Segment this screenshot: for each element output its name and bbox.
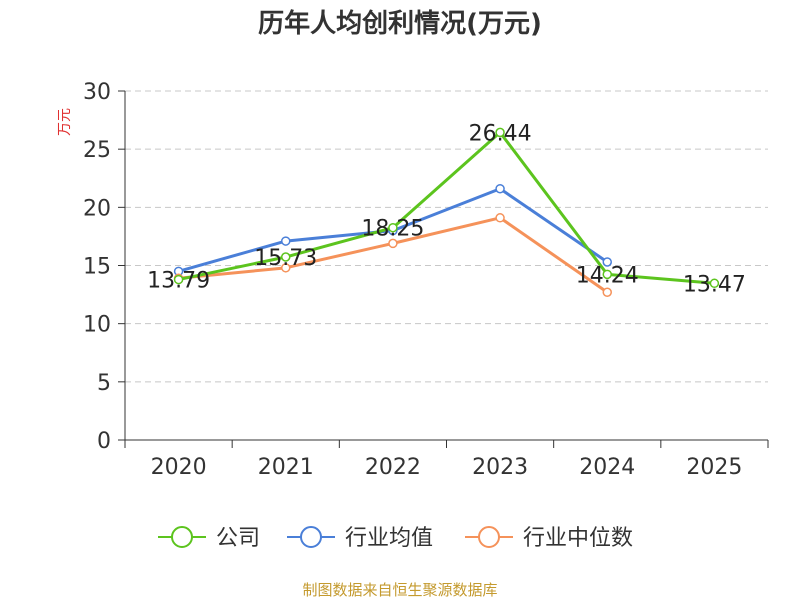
y-axis-label: 万元 [57,108,73,136]
data-point [173,274,184,285]
data-point [495,127,505,138]
x-tick-label-2024: 2024 [579,455,635,480]
data-label: 13.47 [683,272,746,297]
data-point [602,269,612,280]
y-tick-label: 0 [97,429,111,454]
data-label: 26.44 [469,121,532,146]
legend-label: 行业中位数 [523,526,633,551]
legend-label: 公司 [216,526,260,551]
y-tick-label: 30 [83,80,111,105]
series-lines [173,127,720,298]
data-point [388,222,398,233]
data-point [709,278,720,289]
data-point [602,257,612,267]
data-point [388,238,398,249]
x-tick-label-2020: 2020 [151,455,207,480]
y-tick-label: 25 [83,138,111,163]
data-label: 15.73 [254,246,317,271]
x-tick-label-2021: 2021 [258,455,314,480]
y-tick-label: 5 [97,371,111,396]
data-labels: 13.79 15.73 18.25 26.44 14.24 13.47 [147,121,746,297]
y-tick-label: 20 [83,196,111,221]
legend-swatch-marker [171,526,193,548]
series-line-0 [178,130,715,285]
x-tick-label-2022: 2022 [365,455,421,480]
x-tick-label-2025: 2025 [686,455,742,480]
legend-swatch-marker [300,526,322,548]
legend: 公司 行业均值 行业中位数 [158,526,633,551]
legend-swatch-marker [478,526,500,548]
y-tick-label: 15 [83,255,111,280]
chart-title: 历年人均创利情况(万元) [258,8,542,39]
data-point [495,213,505,223]
data-point [495,183,505,194]
data-point [602,287,612,298]
gridlines [125,90,768,383]
data-label: 13.79 [147,269,210,294]
y-tick-label: 10 [83,313,111,338]
legend-label: 行业均值 [345,526,433,551]
data-point [281,236,291,246]
source-note: 制图数据来自恒生聚源数据库 [302,581,497,599]
x-tick-label-2023: 2023 [472,455,528,480]
data-point [281,252,291,262]
data-label: 14.24 [576,263,639,288]
data-point [281,263,291,273]
data-label: 18.25 [361,217,424,242]
